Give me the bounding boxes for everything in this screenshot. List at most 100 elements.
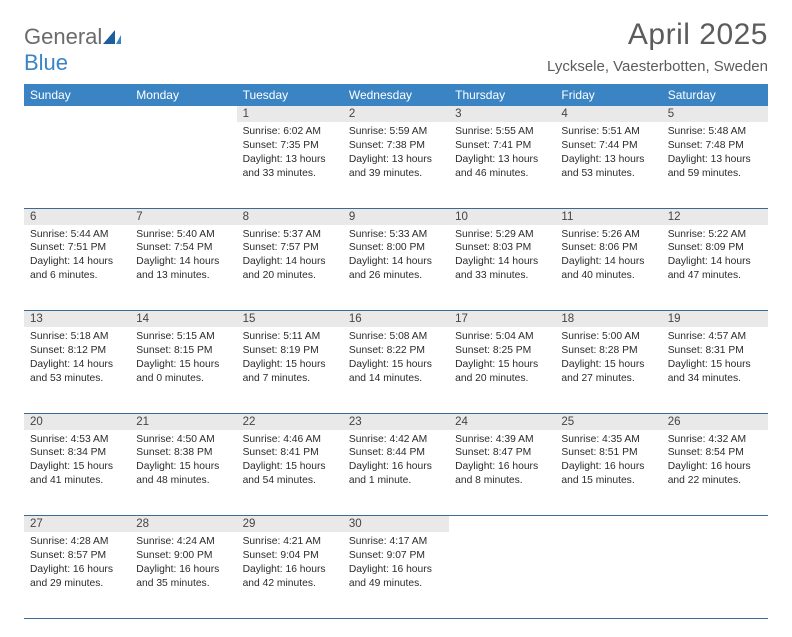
day-cell: Sunrise: 4:50 AMSunset: 8:38 PMDaylight:… (130, 430, 236, 516)
day-detail-line: Sunset: 7:41 PM (455, 139, 549, 153)
day-detail-line: Daylight: 14 hours (349, 255, 443, 269)
day-number-cell: 18 (555, 311, 661, 328)
daynum-row: 20212223242526 (24, 413, 768, 430)
day-detail-line: and 34 minutes. (668, 372, 762, 386)
day-details: Sunrise: 4:46 AMSunset: 8:41 PMDaylight:… (237, 430, 343, 493)
day-number-cell: 8 (237, 208, 343, 225)
title-block: April 2025 Lycksele, Vaesterbotten, Swed… (547, 18, 768, 75)
day-number-cell: 13 (24, 311, 130, 328)
day-detail-line: Daylight: 15 hours (561, 358, 655, 372)
day-detail-line: Daylight: 15 hours (136, 358, 230, 372)
day-detail-line: Sunrise: 5:44 AM (30, 228, 124, 242)
day-detail-line: Daylight: 16 hours (349, 563, 443, 577)
day-detail-line: Sunrise: 4:57 AM (668, 330, 762, 344)
day-detail-line: and 53 minutes. (30, 372, 124, 386)
day-details: Sunrise: 5:11 AMSunset: 8:19 PMDaylight:… (237, 327, 343, 390)
day-number-cell: 27 (24, 516, 130, 533)
day-detail-line: Sunset: 8:41 PM (243, 446, 337, 460)
day-detail-line: Daylight: 13 hours (243, 153, 337, 167)
day-detail-line: and 15 minutes. (561, 474, 655, 488)
day-number-cell (130, 106, 236, 122)
day-detail-line: and 27 minutes. (561, 372, 655, 386)
day-detail-line: Sunset: 8:54 PM (668, 446, 762, 460)
week-row: Sunrise: 4:53 AMSunset: 8:34 PMDaylight:… (24, 430, 768, 516)
header: General Blue April 2025 Lycksele, Vaeste… (24, 18, 768, 76)
day-details: Sunrise: 4:42 AMSunset: 8:44 PMDaylight:… (343, 430, 449, 493)
day-detail-line: Sunset: 8:15 PM (136, 344, 230, 358)
day-detail-line: Sunrise: 5:00 AM (561, 330, 655, 344)
logo: General Blue (24, 24, 121, 76)
day-detail-line: Sunrise: 5:15 AM (136, 330, 230, 344)
day-details: Sunrise: 4:39 AMSunset: 8:47 PMDaylight:… (449, 430, 555, 493)
day-detail-line: Sunrise: 5:29 AM (455, 228, 549, 242)
day-cell: Sunrise: 5:08 AMSunset: 8:22 PMDaylight:… (343, 327, 449, 413)
day-detail-line: and 59 minutes. (668, 167, 762, 181)
day-details: Sunrise: 5:22 AMSunset: 8:09 PMDaylight:… (662, 225, 768, 288)
day-details: Sunrise: 4:50 AMSunset: 8:38 PMDaylight:… (130, 430, 236, 493)
day-detail-line: and 46 minutes. (455, 167, 549, 181)
daynum-row: 27282930 (24, 516, 768, 533)
day-detail-line: Sunset: 8:47 PM (455, 446, 549, 460)
day-number-cell: 5 (662, 106, 768, 122)
day-detail-line: and 0 minutes. (136, 372, 230, 386)
day-details: Sunrise: 4:57 AMSunset: 8:31 PMDaylight:… (662, 327, 768, 390)
day-detail-line: Sunset: 7:57 PM (243, 241, 337, 255)
day-detail-line: and 29 minutes. (30, 577, 124, 591)
day-detail-line: Daylight: 16 hours (561, 460, 655, 474)
day-detail-line: Daylight: 14 hours (136, 255, 230, 269)
day-detail-line: and 20 minutes. (455, 372, 549, 386)
day-cell: Sunrise: 5:26 AMSunset: 8:06 PMDaylight:… (555, 225, 661, 311)
day-cell: Sunrise: 5:44 AMSunset: 7:51 PMDaylight:… (24, 225, 130, 311)
day-detail-line: Sunset: 7:44 PM (561, 139, 655, 153)
day-details: Sunrise: 5:44 AMSunset: 7:51 PMDaylight:… (24, 225, 130, 288)
day-detail-line: Sunrise: 5:33 AM (349, 228, 443, 242)
day-number-cell (555, 516, 661, 533)
day-details: Sunrise: 4:35 AMSunset: 8:51 PMDaylight:… (555, 430, 661, 493)
day-cell (130, 122, 236, 208)
week-row: Sunrise: 6:02 AMSunset: 7:35 PMDaylight:… (24, 122, 768, 208)
day-detail-line: Daylight: 13 hours (349, 153, 443, 167)
day-details: Sunrise: 4:17 AMSunset: 9:07 PMDaylight:… (343, 532, 449, 595)
day-detail-line: Sunset: 8:06 PM (561, 241, 655, 255)
day-detail-line: Daylight: 16 hours (243, 563, 337, 577)
day-header: Tuesday (237, 84, 343, 106)
day-details: Sunrise: 5:29 AMSunset: 8:03 PMDaylight:… (449, 225, 555, 288)
day-cell (449, 532, 555, 618)
day-cell: Sunrise: 5:51 AMSunset: 7:44 PMDaylight:… (555, 122, 661, 208)
day-detail-line: Daylight: 16 hours (668, 460, 762, 474)
day-number-cell: 12 (662, 208, 768, 225)
day-detail-line: Daylight: 15 hours (349, 358, 443, 372)
day-cell: Sunrise: 5:22 AMSunset: 8:09 PMDaylight:… (662, 225, 768, 311)
day-cell: Sunrise: 5:59 AMSunset: 7:38 PMDaylight:… (343, 122, 449, 208)
day-cell: Sunrise: 4:21 AMSunset: 9:04 PMDaylight:… (237, 532, 343, 618)
day-cell: Sunrise: 6:02 AMSunset: 7:35 PMDaylight:… (237, 122, 343, 208)
day-number-cell: 9 (343, 208, 449, 225)
day-details: Sunrise: 5:51 AMSunset: 7:44 PMDaylight:… (555, 122, 661, 185)
day-detail-line: Sunset: 7:35 PM (243, 139, 337, 153)
day-cell: Sunrise: 4:28 AMSunset: 8:57 PMDaylight:… (24, 532, 130, 618)
day-detail-line: Sunrise: 5:18 AM (30, 330, 124, 344)
day-header: Wednesday (343, 84, 449, 106)
logo-text-blue: Blue (24, 50, 68, 75)
logo-sail-icon (103, 28, 121, 49)
week-row: Sunrise: 5:44 AMSunset: 7:51 PMDaylight:… (24, 225, 768, 311)
day-number-cell (662, 516, 768, 533)
daynum-row: 12345 (24, 106, 768, 122)
day-number-cell: 24 (449, 413, 555, 430)
week-row: Sunrise: 4:28 AMSunset: 8:57 PMDaylight:… (24, 532, 768, 618)
day-detail-line: Sunrise: 5:40 AM (136, 228, 230, 242)
day-detail-line: and 7 minutes. (243, 372, 337, 386)
day-number-cell: 16 (343, 311, 449, 328)
day-detail-line: Sunrise: 4:28 AM (30, 535, 124, 549)
day-detail-line: Sunrise: 5:51 AM (561, 125, 655, 139)
day-detail-line: Daylight: 15 hours (30, 460, 124, 474)
day-detail-line: Sunset: 7:54 PM (136, 241, 230, 255)
day-number-cell: 3 (449, 106, 555, 122)
day-detail-line: and 8 minutes. (455, 474, 549, 488)
day-detail-line: Daylight: 16 hours (136, 563, 230, 577)
page: General Blue April 2025 Lycksele, Vaeste… (0, 0, 792, 637)
day-number-cell: 21 (130, 413, 236, 430)
day-detail-line: Sunset: 8:03 PM (455, 241, 549, 255)
day-cell (662, 532, 768, 618)
day-detail-line: and 39 minutes. (349, 167, 443, 181)
